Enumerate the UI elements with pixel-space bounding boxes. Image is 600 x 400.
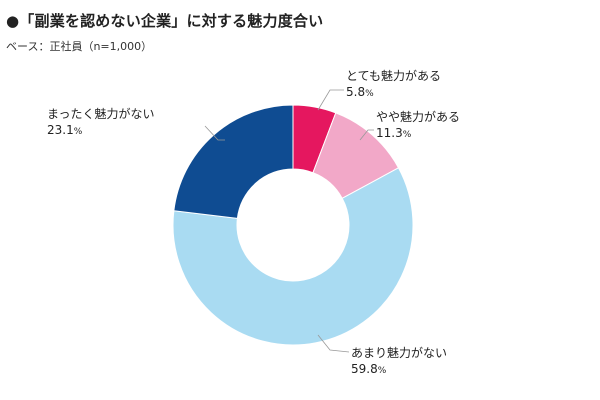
slice-label-1: とても魅力がある <box>346 68 441 83</box>
donut-slice-3 <box>172 167 414 346</box>
leader-line-1 <box>317 89 344 111</box>
donut-slice-4 <box>173 104 294 219</box>
slice-label-3: あまり魅力がない <box>351 345 447 360</box>
leader-line-2 <box>359 129 374 141</box>
slice-value-4: 23.1% <box>47 123 83 137</box>
chart-subtitle: ベース：正社員（n=1,000） <box>6 40 153 53</box>
slice-label-2: やや魅力がある <box>376 109 460 124</box>
slice-value-3: 59.8% <box>351 362 387 376</box>
donut-slices <box>172 104 414 346</box>
slice-label-4: まったく魅力がない <box>47 106 155 121</box>
slice-value-2: 11.3% <box>376 126 412 140</box>
leader-lines <box>204 89 374 353</box>
slice-labels: とても魅力がある 5.8%やや魅力がある 11.3% あまり魅力がない 59.8% まった… <box>47 68 460 376</box>
leader-line-3 <box>317 334 350 353</box>
leader-line-4 <box>204 125 225 141</box>
slice-value-1: 5.8% <box>346 85 374 99</box>
chart-title: ●「副業を認めない企業」に対する魅力度合い <box>6 12 324 30</box>
